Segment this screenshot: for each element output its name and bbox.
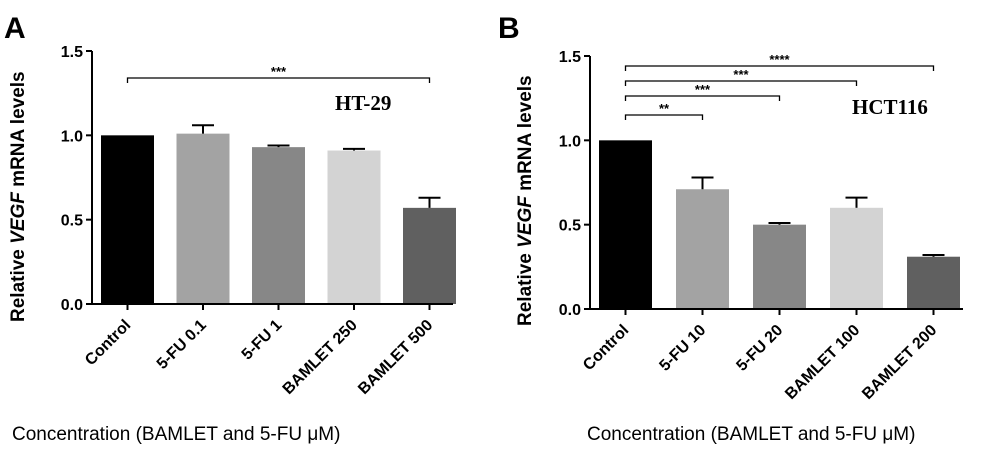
panel-b: B 0.00.51.01.5 Control 5-FU 10 5-FU 20BAML…: [498, 12, 963, 445]
panel-a-bar-4: [403, 207, 456, 304]
panel-a-x-tick-label-1: 5-FU 0.1: [154, 317, 210, 373]
panel-b-axes: [584, 55, 963, 315]
panel-a-x-axis-label: Concentration (BAMLET and 5-FU μM): [12, 424, 340, 445]
panel-a-y-tick-label-1: 0.5: [61, 213, 83, 230]
panel-b-y-tick-label-1: 0.5: [559, 218, 581, 235]
panel-a-significance: ***: [126, 64, 431, 83]
panel-b-significance-bracket-2: [624, 80, 858, 86]
panel-b-error-bars: [691, 176, 945, 257]
panel-b-bars: [599, 140, 960, 309]
panel-a-x-tick-label-3: BAMLET 250: [280, 317, 361, 398]
panel-a-cell-line: HT-29: [335, 91, 391, 115]
panel-b-x-axis-label: Concentration (BAMLET and 5-FU μM): [587, 424, 915, 445]
panel-a-axes: [86, 50, 453, 310]
panel-b-y-tick-label-0: 0.0: [559, 302, 581, 319]
panel-b-significance-bracket-3: [624, 65, 935, 71]
panel-b-y-ticks: 0.0 0.5 1.0 1.5: [559, 49, 581, 319]
panel-b-bar-1: [676, 189, 729, 309]
panel-a: A 0.00.51.01.5 Control 5-FU 0.1 5-FU 1BAML…: [4, 12, 456, 445]
panel-b-y-tick-label-3: 1.5: [559, 49, 581, 66]
panel-a-y-tick-label-3: 1.5: [61, 44, 83, 61]
panel-b-x-tick-label-2: 5-FU 20: [733, 322, 786, 375]
panel-b-significance-label-2: ***: [733, 67, 749, 82]
panel-a-x-tick-label-0: Control: [82, 317, 134, 369]
panel-b-y-tick-label-2: 1.0: [559, 133, 581, 150]
panel-b-letter: B: [498, 12, 520, 45]
panel-a-bar-3: [327, 150, 381, 304]
panel-b-y-axis-label: Relative VEGF mRNA levels: [515, 75, 536, 326]
panel-b-x-tick-label-0: Control: [580, 322, 632, 374]
panel-b-significance: ************: [624, 52, 935, 120]
panel-a-y-tick-label-2: 1.0: [61, 128, 83, 145]
panel-a-letter: A: [4, 12, 26, 45]
panel-b-bar-3: [830, 207, 883, 309]
panel-b-x-tick-label-3: BAMLET 100: [782, 322, 863, 403]
panel-b-significance-label-3: ****: [769, 52, 790, 67]
panel-a-error-bars: [192, 124, 441, 208]
panel-a-bar-2: [252, 147, 305, 304]
panel-b-significance-bracket-1: [624, 95, 781, 101]
panel-a-bar-0: [101, 135, 154, 304]
panel-a-x-tick-label-4: BAMLET 500: [355, 317, 436, 398]
panel-a-y-tick-label-0: 0.0: [61, 297, 83, 314]
panel-b-x-tick-label-4: BAMLET 200: [859, 322, 940, 403]
panel-b-significance-label-1: ***: [695, 82, 711, 97]
panel-a-y-axis-label: Relative VEGF mRNA levels: [8, 71, 29, 322]
panel-a-significance-label-0: ***: [271, 64, 287, 79]
panel-b-bar-2: [753, 224, 806, 309]
panel-b-significance-bracket-0: [624, 114, 704, 120]
panel-b-cell-line: HCT116: [852, 95, 928, 119]
panel-a-bars: [101, 133, 456, 304]
panel-a-y-ticks: 0.0 0.5 1.0 1.5: [61, 44, 83, 314]
panel-a-significance-bracket-0: [126, 77, 431, 83]
panel-b-x-tick-label-1: 5-FU 10: [656, 322, 709, 375]
panel-a-x-tick-label-2: 5-FU 1: [239, 317, 286, 364]
panel-a-bar-1: [176, 133, 230, 304]
panel-b-bar-4: [907, 256, 960, 309]
panel-b-significance-label-0: **: [659, 101, 670, 116]
panel-b-bar-0: [599, 140, 652, 309]
